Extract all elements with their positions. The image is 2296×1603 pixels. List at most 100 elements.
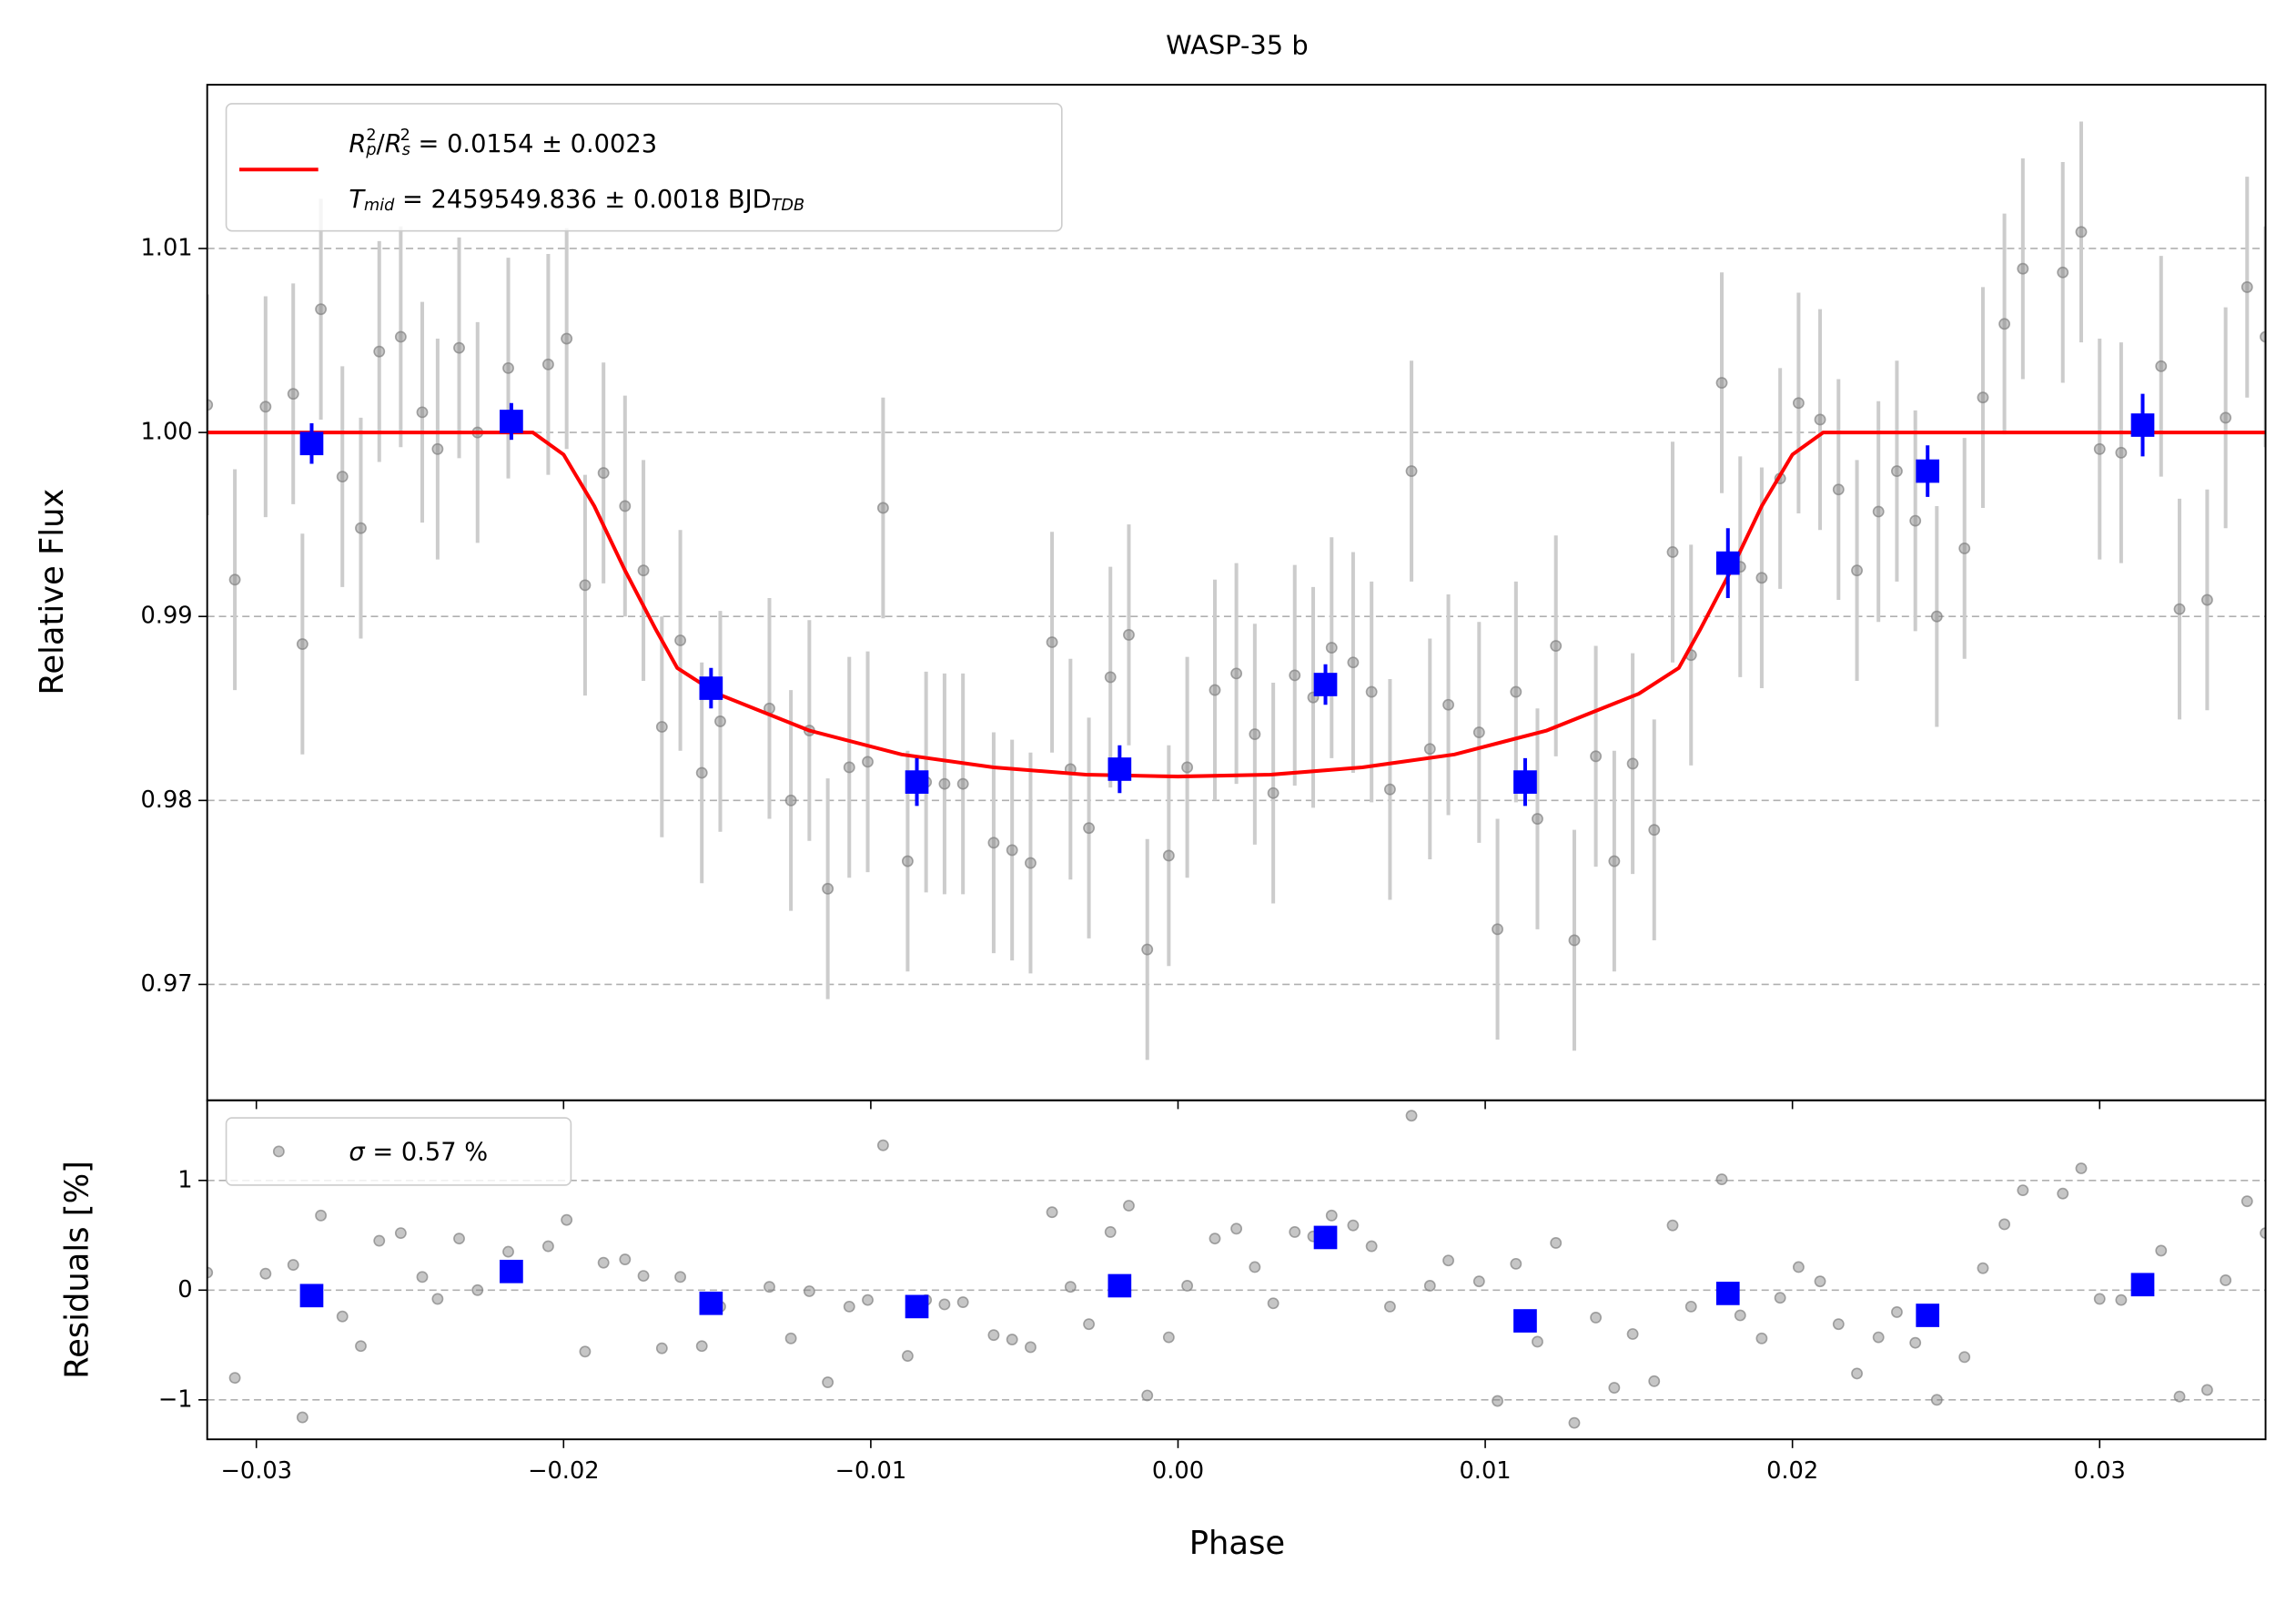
data-point xyxy=(655,1342,668,1354)
data-point xyxy=(2155,1244,2168,1257)
data-point xyxy=(674,1271,687,1283)
data-point xyxy=(2200,1384,2213,1396)
data-point xyxy=(453,1233,465,1245)
data-point xyxy=(1774,1292,1786,1304)
data-point xyxy=(2173,1390,2186,1403)
data-point xyxy=(1909,1336,1922,1349)
data-point xyxy=(1532,1335,1543,1348)
binned-point xyxy=(1715,1282,1740,1305)
y-tick-label: 0.98 xyxy=(140,786,192,814)
data-point xyxy=(2220,1274,2232,1286)
data-point xyxy=(1715,1173,1728,1185)
data-point xyxy=(1162,849,1175,862)
data-point xyxy=(416,1271,429,1283)
data-point xyxy=(876,1139,889,1152)
data-point xyxy=(2240,281,2253,293)
data-point xyxy=(1851,564,1863,577)
data-point xyxy=(1792,1261,1805,1273)
legend-text: = 0.0154 ± 0.0023 xyxy=(410,129,657,157)
binned-point xyxy=(1916,1304,1940,1327)
legend-label: Rp2/Rs2 = 0.0154 ± 0.0023 xyxy=(349,127,657,159)
data-point xyxy=(2260,330,2266,343)
data-point xyxy=(1442,1254,1454,1267)
data-point xyxy=(315,303,328,316)
legend-label: Tmid = 2459549.836 ± 0.0018 BJDTDB xyxy=(349,185,804,215)
data-point xyxy=(1998,1218,2011,1231)
data-point xyxy=(987,837,1000,849)
data-point xyxy=(784,794,797,807)
data-point xyxy=(1958,1351,1971,1364)
data-point xyxy=(2075,226,2088,238)
data-point xyxy=(2075,1162,2088,1174)
data-point xyxy=(1104,671,1117,684)
data-point xyxy=(1405,1110,1418,1122)
data-point xyxy=(394,330,407,343)
data-point xyxy=(1550,1237,1563,1249)
data-point xyxy=(1832,1318,1845,1331)
data-point xyxy=(1492,923,1503,936)
data-point xyxy=(1568,934,1581,947)
legend-box xyxy=(225,103,1063,232)
data-point xyxy=(228,573,241,586)
data-point xyxy=(1755,572,1768,584)
y-tick-label: −1 xyxy=(158,1385,193,1413)
data-point xyxy=(2220,411,2232,424)
data-point xyxy=(287,1259,299,1271)
data-point xyxy=(822,1376,834,1388)
data-point xyxy=(637,1270,650,1283)
data-point xyxy=(373,345,386,358)
data-point xyxy=(1209,684,1221,696)
data-point xyxy=(1977,1262,1989,1274)
binned-point xyxy=(1313,1225,1338,1250)
binned-point xyxy=(500,410,523,433)
data-point xyxy=(1755,1332,1768,1344)
data-point xyxy=(416,406,429,419)
data-point xyxy=(1423,1280,1436,1292)
data-point xyxy=(541,1240,554,1253)
data-point xyxy=(1083,822,1095,835)
data-point xyxy=(1025,857,1037,869)
plot-frame xyxy=(206,1099,2267,1441)
data-point xyxy=(1046,1206,1058,1219)
data-point xyxy=(1104,1225,1117,1238)
data-point xyxy=(901,1350,914,1363)
data-point xyxy=(1289,1225,1301,1238)
y-axis-label: Residuals [%] xyxy=(58,1161,96,1379)
binned-point xyxy=(1513,1309,1537,1333)
data-point xyxy=(1608,855,1621,867)
data-point xyxy=(637,564,650,577)
binned-point xyxy=(905,770,929,794)
data-point xyxy=(1347,1219,1360,1232)
plot-layer: 0.97 0.98 0.99 1.00 1.01 −1 0 1 −0.03 −0.02 −0.01 0… xyxy=(140,84,2267,1485)
data-point xyxy=(1230,667,1243,680)
data-point xyxy=(619,1253,632,1265)
legend-text: σ xyxy=(349,1138,365,1166)
data-point xyxy=(1141,1389,1154,1402)
binned-point xyxy=(1715,551,1740,575)
data-point xyxy=(579,1345,592,1358)
legend-text: = 2459549.836 ± 0.0018 BJD xyxy=(394,185,771,213)
data-point xyxy=(1230,1223,1243,1235)
data-point xyxy=(1267,1297,1279,1310)
panel: 0.97 0.98 0.99 1.00 1.01 xyxy=(140,84,2267,1110)
data-point xyxy=(1814,1275,1826,1288)
data-point xyxy=(561,1213,573,1226)
data-point xyxy=(502,1245,514,1258)
data-point xyxy=(1930,610,1943,623)
data-point xyxy=(2093,1293,2106,1305)
data-point xyxy=(1442,698,1454,711)
data-point xyxy=(1510,685,1522,698)
data-point xyxy=(1626,757,1639,770)
legend-text: s xyxy=(402,141,410,159)
data-point xyxy=(1568,1416,1581,1429)
data-point xyxy=(355,522,367,534)
x-tick-label: 0.03 xyxy=(2074,1457,2126,1485)
data-point xyxy=(695,766,708,779)
x-tick-label: −0.03 xyxy=(220,1457,292,1485)
binned-point xyxy=(905,1294,929,1319)
data-point xyxy=(1405,465,1418,477)
legend-text: p xyxy=(365,141,376,159)
data-point xyxy=(1162,1331,1175,1344)
